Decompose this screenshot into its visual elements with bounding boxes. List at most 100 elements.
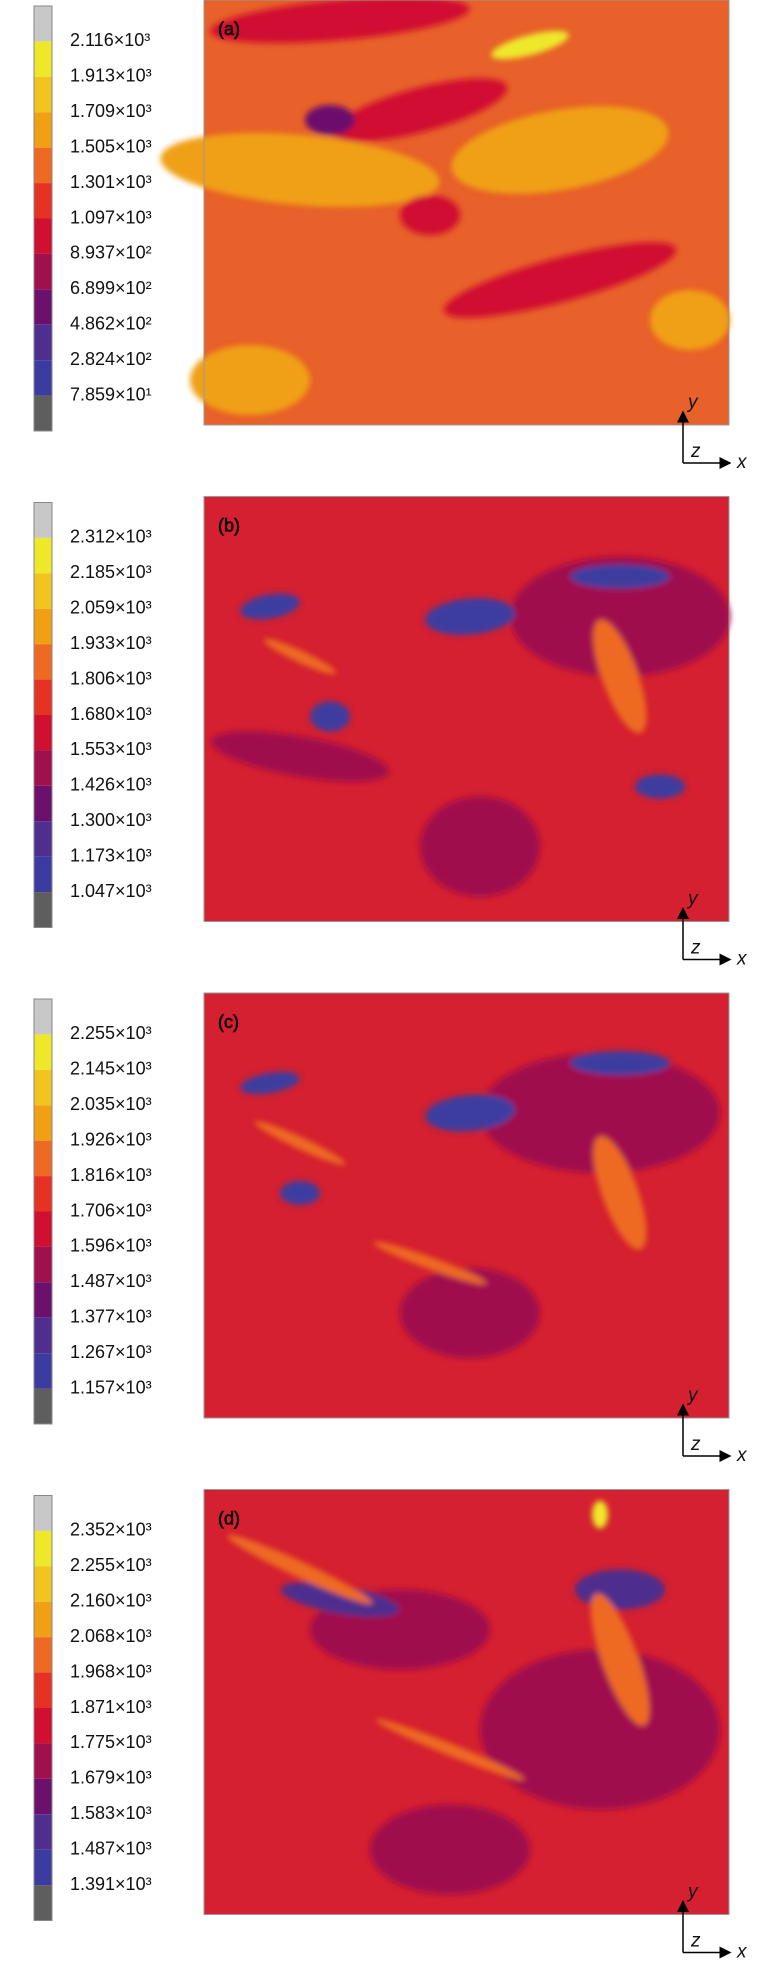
colorbar-swatch (34, 1246, 52, 1283)
map-frame (203, 496, 730, 922)
scale-label: 1.706×10³ (70, 1200, 152, 1220)
colorbar-frame (33, 998, 53, 1425)
panel-label: (c) (218, 1012, 239, 1032)
contour-map (203, 1489, 730, 1915)
colorbar-swatch (34, 360, 52, 396)
map-region (310, 701, 350, 732)
map-region (280, 1582, 400, 1617)
axis-label: x (736, 1942, 748, 1963)
map-region (480, 1053, 720, 1173)
map-region (592, 1500, 608, 1529)
scale-label: 1.806×10³ (70, 668, 152, 688)
colorbar-swatch (34, 1814, 52, 1850)
map-region (420, 796, 540, 897)
scale-label: 1.913×10³ (70, 66, 152, 86)
scale-label: 1.709×10³ (70, 101, 152, 121)
colorbar-frame (33, 502, 53, 928)
axis-label: y (686, 1385, 699, 1406)
map-region (375, 1719, 525, 1780)
axis-label: y (686, 889, 699, 910)
map-region (480, 1649, 720, 1810)
axis-triad: y z x (677, 392, 748, 473)
map-region (160, 133, 440, 207)
colorbar-swatch (34, 750, 52, 786)
map-region (240, 1071, 300, 1095)
map-region (332, 78, 508, 142)
scale-label: 2.035×10³ (70, 1094, 152, 1114)
scale-label: 1.505×10³ (70, 136, 152, 156)
scale-label: 2.160×10³ (70, 1591, 152, 1611)
colorbar-swatch (34, 715, 52, 751)
map-region (425, 1094, 515, 1132)
map-region (227, 1534, 373, 1605)
colorbar-swatch (34, 289, 52, 325)
colorbar-swatch (34, 1034, 52, 1070)
axis-triad: y z x (677, 1882, 748, 1963)
axis-triad: y z x (677, 1385, 748, 1466)
colorbar-swatch (34, 1176, 52, 1212)
scale-label: 1.047×10³ (70, 881, 152, 901)
scale-label: 1.157×10³ (70, 1377, 152, 1397)
colorbar-swatch (34, 183, 52, 219)
scale-label: 1.097×10³ (70, 207, 152, 227)
colorbar (33, 502, 53, 928)
colorbar-frame (33, 1495, 53, 1921)
scale-label: 2.352×10³ (70, 1520, 152, 1540)
colorbar-swatch (34, 1530, 52, 1567)
scale-label: 1.426×10³ (70, 775, 152, 795)
colorbar-swatch (34, 856, 52, 893)
scale-label: 6.899×10² (70, 278, 152, 298)
map-region (593, 1136, 647, 1250)
colorbar (33, 998, 53, 1425)
axis-label: z (690, 441, 701, 462)
colorbar-swatch (34, 1105, 52, 1141)
scale-label: 2.255×10³ (70, 1023, 152, 1043)
colorbar-swatch (34, 573, 52, 609)
colorbar-swatch (34, 1140, 52, 1177)
scale-label: 1.300×10³ (70, 810, 152, 830)
scale-label: 2.824×10² (70, 349, 152, 369)
scale-label: 1.968×10³ (70, 1661, 152, 1681)
scale-label: 8.937×10² (70, 243, 152, 263)
scale-label: 2.116×10³ (70, 30, 150, 50)
map-region (280, 1181, 320, 1205)
axis-label: z (690, 938, 701, 959)
axis-label: x (736, 1445, 748, 1466)
axis-label: y (686, 1882, 699, 1903)
scale-label: 2.059×10³ (70, 598, 152, 618)
colorbar-swatch (34, 1708, 52, 1744)
map-region (650, 290, 730, 350)
colorbar-swatch (34, 76, 52, 113)
colorbar (33, 1495, 53, 1921)
scale-label: 2.145×10³ (70, 1059, 152, 1079)
colorbar-swatch (34, 1388, 52, 1424)
colorbar-swatch (34, 1282, 52, 1318)
scale-label: 1.267×10³ (70, 1342, 152, 1362)
panel: 2.352×10³ 2.255×10³ 2.160×10³ 2.068×10³ 1.96… (33, 1489, 748, 1963)
colorbar-swatch (34, 821, 52, 857)
map-region (240, 593, 300, 620)
colorbar-swatch (34, 1495, 52, 1531)
map-region (443, 242, 677, 318)
colorbar-swatch (34, 892, 52, 928)
map-region (263, 638, 337, 675)
scale-label: 1.926×10³ (70, 1129, 152, 1149)
map-region (491, 30, 569, 60)
colorbar-swatch (34, 1566, 52, 1602)
scale-label: 1.679×10³ (70, 1768, 152, 1788)
map-region (510, 556, 730, 677)
map-region (570, 564, 670, 589)
panel: 2.255×10³ 2.145×10³ 2.035×10³ 1.926×10³ 1.81… (33, 992, 748, 1466)
map-region (575, 1569, 665, 1610)
map-region (254, 1121, 346, 1165)
scale-label: 1.487×10³ (70, 1838, 152, 1858)
panel-label: (d) (218, 1508, 240, 1528)
map-frame (203, 992, 730, 1419)
map-region (425, 598, 515, 635)
map-frame (203, 0, 730, 426)
colorbar-swatch (34, 644, 52, 680)
colorbar-swatch (34, 112, 52, 148)
scale-label: 2.255×10³ (70, 1555, 152, 1575)
map-background (204, 0, 729, 425)
